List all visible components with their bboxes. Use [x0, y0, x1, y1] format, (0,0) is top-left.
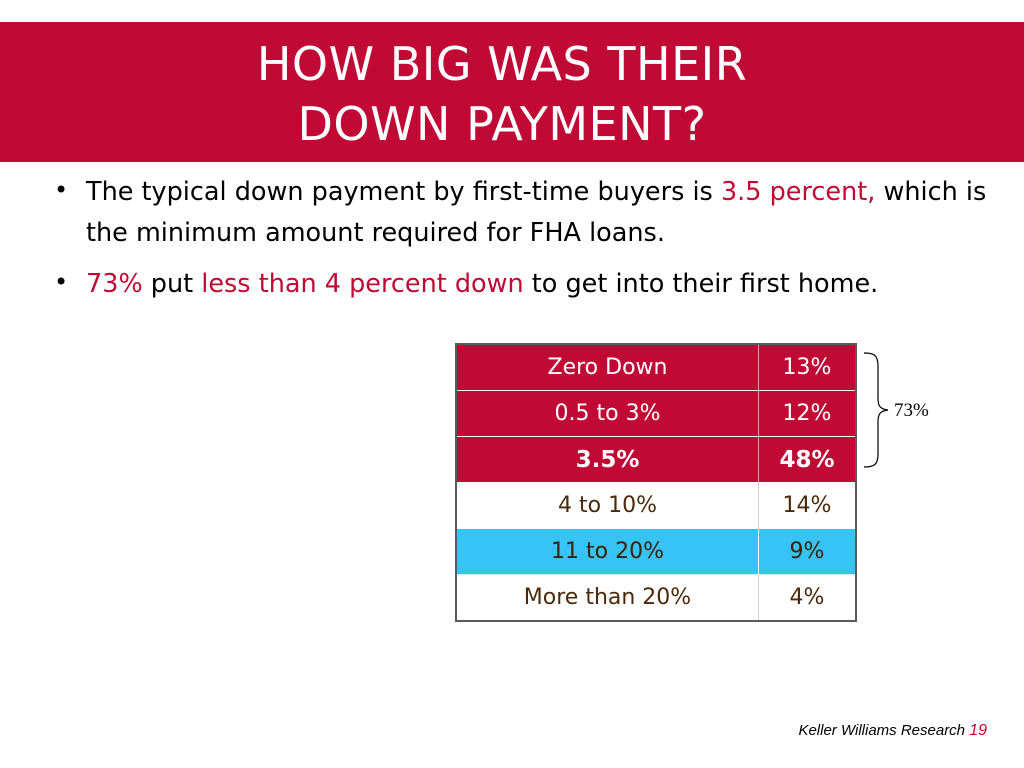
footer-source: Keller Williams Research [798, 722, 966, 739]
bullet-list: • The typical down payment by first-time… [52, 172, 992, 305]
slide-title-line-2: DOWN PAYMENT? [297, 97, 707, 151]
bullet-item-less-than-4-percent: • 73% put less than 4 percent down to ge… [52, 264, 992, 305]
range-cell: 0.5 to 3% [455, 390, 759, 437]
bullet-highlight: 73% [86, 269, 143, 299]
range-cell: 3.5% [455, 436, 759, 483]
table-row: More than 20% 4% [455, 574, 856, 621]
down-payment-table: Zero Down 13% 0.5 to 3% 12% 3.5% 48% 4 t… [455, 343, 857, 622]
bullet-highlight: less than 4 percent down [201, 269, 524, 299]
slide-title-line-1: HOW BIG WAS THEIR [256, 37, 748, 91]
percent-cell: 48% [758, 436, 856, 483]
percent-cell: 12% [758, 390, 856, 437]
table-row: 3.5% 48% [455, 436, 856, 483]
title-banner: HOW BIG WAS THEIR DOWN PAYMENT? [0, 22, 1024, 162]
bullet-text: to get into their first home. [523, 269, 879, 299]
range-cell: Zero Down [455, 344, 759, 391]
percent-cell: 13% [758, 344, 856, 391]
bullet-dot-icon: • [54, 176, 69, 204]
bullet-text: The typical down payment by first-time b… [86, 177, 721, 207]
range-cell: More than 20% [455, 574, 759, 621]
bullet-dot-icon: • [54, 268, 69, 296]
brace-total-label: 73% [894, 400, 929, 421]
percent-cell: 4% [758, 574, 856, 621]
page-number: 19 [969, 722, 987, 739]
table-row: Zero Down 13% [455, 344, 856, 391]
range-cell: 11 to 20% [455, 528, 759, 575]
slide-footer: Keller Williams Research 19 [798, 722, 987, 740]
percent-cell: 14% [758, 482, 856, 529]
bullet-text: which is the minimum amount required for… [86, 177, 987, 248]
bullet-item-typical-down-payment: • The typical down payment by first-time… [52, 172, 992, 254]
percent-cell: 9% [758, 528, 856, 575]
table-row: 11 to 20% 9% [455, 528, 856, 575]
bullet-highlight: 3.5 percent, [720, 177, 876, 207]
table-row: 4 to 10% 14% [455, 482, 856, 529]
range-cell: 4 to 10% [455, 482, 759, 529]
bullet-text: put [142, 269, 202, 299]
curly-brace-icon [863, 352, 889, 468]
table-row: 0.5 to 3% 12% [455, 390, 856, 437]
